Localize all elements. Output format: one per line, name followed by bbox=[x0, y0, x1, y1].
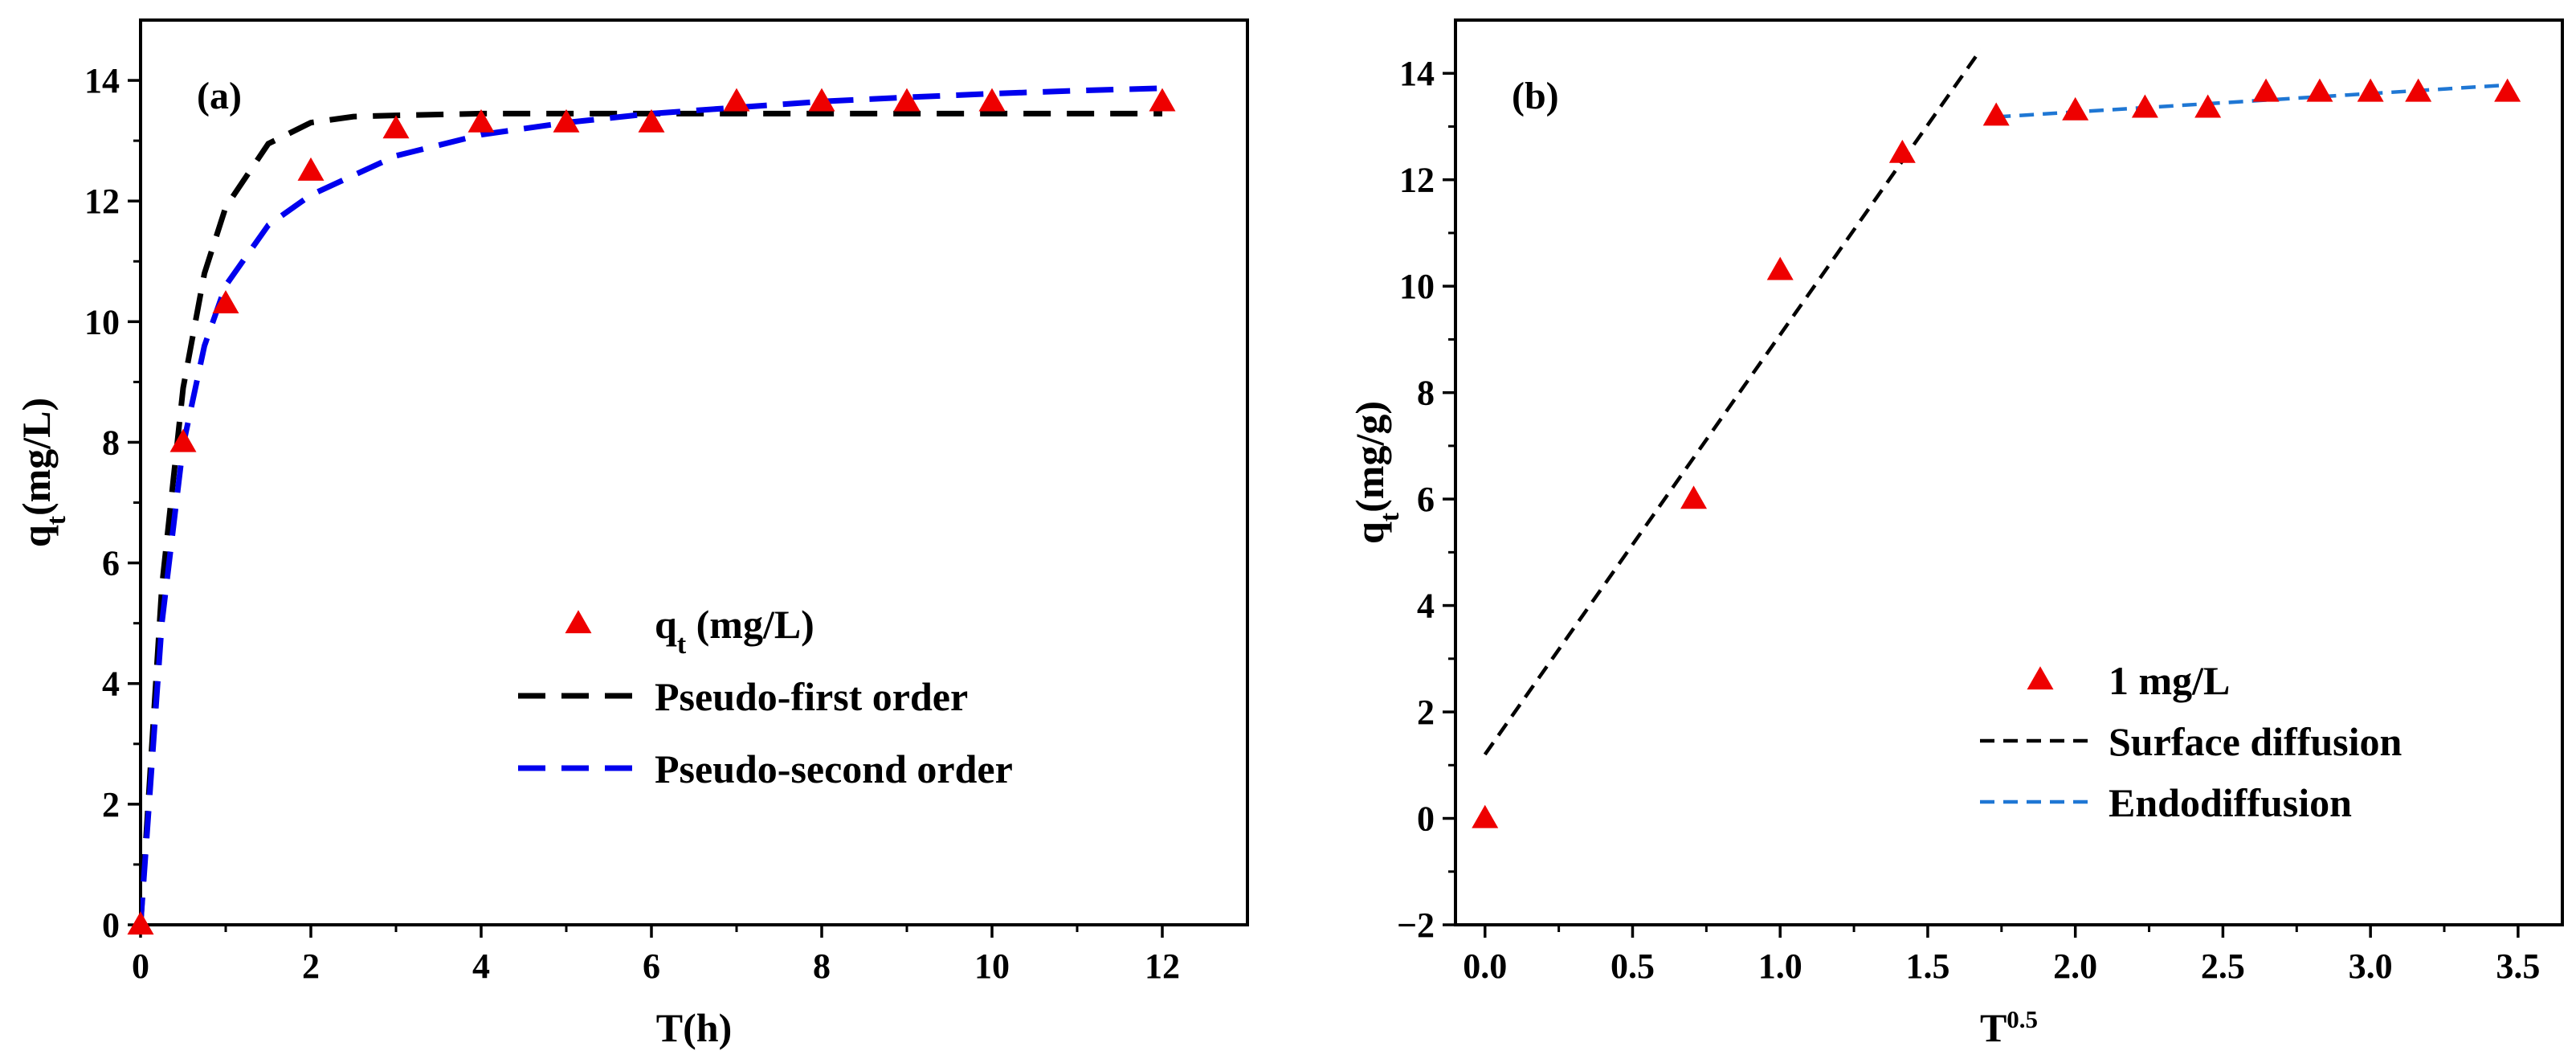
data-point bbox=[1888, 139, 1916, 163]
data-point bbox=[2405, 78, 2432, 102]
y-tick-label: 2 bbox=[1417, 693, 1435, 732]
data-point bbox=[212, 290, 239, 313]
x-tick-label: 3.0 bbox=[2349, 947, 2393, 986]
chart-panel-b: 0.0 0.5 1.0 1.5 2.0 2.5 3.0 3.5 −2 0 2 4 6 8 10 12 14 T0.… bbox=[1347, 18, 2564, 1051]
x-tick-label: 2.0 bbox=[2053, 947, 2097, 986]
x-tick-label: 12 bbox=[1145, 947, 1180, 986]
x-tick-label: 2.5 bbox=[2201, 947, 2245, 986]
data-point bbox=[297, 157, 325, 181]
data-point bbox=[978, 88, 1006, 112]
data-point bbox=[2494, 78, 2521, 102]
series-line-pseudo-first-order bbox=[141, 110, 1162, 925]
plot-frame bbox=[139, 18, 1249, 926]
x-tick-label: 3.5 bbox=[2496, 947, 2540, 986]
x-tick-label: 6 bbox=[643, 947, 660, 986]
legend-label: Pseudo-second order bbox=[655, 746, 1013, 791]
data-point bbox=[553, 108, 580, 133]
data-point bbox=[2357, 78, 2384, 102]
y-axis-label: qt(mg/L) bbox=[14, 398, 71, 547]
y-tick-label: 4 bbox=[1417, 587, 1435, 626]
x-tick-label: 1.0 bbox=[1758, 947, 1802, 986]
data-point bbox=[1982, 102, 2010, 126]
y-tick-label: 8 bbox=[1417, 374, 1435, 413]
x-tick-label: 10 bbox=[974, 947, 1010, 986]
y-tick-label: 0 bbox=[102, 906, 120, 945]
panel-label: (a) bbox=[197, 75, 242, 117]
legend: qt (mg/L) Pseudo-first order Pseudo-second… bbox=[518, 602, 1013, 791]
legend-label: qt (mg/L) bbox=[655, 602, 814, 660]
data-point bbox=[2131, 94, 2158, 118]
panel-label: (b) bbox=[1512, 75, 1559, 117]
data-point bbox=[723, 88, 750, 112]
y-tick-label: 8 bbox=[102, 423, 120, 462]
x-tick-label: 8 bbox=[813, 947, 831, 986]
data-point bbox=[467, 108, 495, 133]
legend: 1 mg/L Surface diffusion Endodiffusion bbox=[1980, 658, 2402, 825]
y-tick-label: 14 bbox=[84, 61, 120, 100]
data-point bbox=[2062, 96, 2089, 121]
data-point bbox=[127, 911, 154, 935]
data-point bbox=[169, 428, 197, 452]
x-tick-label: 4 bbox=[472, 947, 490, 986]
y-tick-label: 6 bbox=[102, 544, 120, 583]
data-point bbox=[1149, 88, 1176, 112]
x-axis-label: T0.5 bbox=[1980, 1005, 2038, 1051]
x-axis-label: T(h) bbox=[656, 1005, 732, 1050]
chart-panel-a: 0 2 4 6 8 10 12 0 2 4 6 8 10 12 14 T(h) qt(mg/L) (a) qt (m… bbox=[14, 18, 1249, 1050]
data-point bbox=[893, 88, 921, 112]
x-tick-label: 1.5 bbox=[1905, 947, 1949, 986]
legend-label: Pseudo-first order bbox=[655, 674, 968, 719]
legend-marker bbox=[2027, 666, 2054, 690]
data-point bbox=[1680, 485, 1708, 509]
legend-marker bbox=[565, 610, 592, 634]
data-point bbox=[2252, 78, 2280, 102]
y-tick-label: 2 bbox=[102, 785, 120, 824]
x-tick-label: 0.0 bbox=[1463, 947, 1507, 986]
y-tick-label: 6 bbox=[1417, 480, 1435, 519]
y-tick-label: 10 bbox=[1399, 267, 1435, 306]
y-tick-label: 10 bbox=[84, 302, 120, 341]
y-tick-label: 4 bbox=[102, 664, 120, 704]
x-tick-label: 0.5 bbox=[1611, 947, 1655, 986]
x-tick-label: 2 bbox=[302, 947, 320, 986]
plot-frame bbox=[1454, 18, 2564, 926]
legend-label: Surface diffusion bbox=[2109, 719, 2402, 764]
data-point bbox=[2306, 78, 2333, 102]
legend-label: 1 mg/L bbox=[2109, 658, 2230, 703]
y-tick-label: 0 bbox=[1417, 799, 1435, 839]
data-point bbox=[1766, 256, 1794, 280]
x-tick-label: 0 bbox=[132, 947, 149, 986]
y-tick-label: −2 bbox=[1397, 906, 1435, 945]
data-point bbox=[2194, 94, 2222, 118]
series-line-pseudo-second-order bbox=[141, 85, 1163, 925]
legend-label: Endodiffusion bbox=[2109, 780, 2352, 825]
y-tick-label: 12 bbox=[1399, 161, 1435, 200]
series-line-surface-diffusion bbox=[1483, 48, 1982, 756]
data-point bbox=[1472, 804, 1499, 828]
y-axis-label: qt(mg/g) bbox=[1347, 401, 1405, 544]
data-point bbox=[382, 115, 410, 139]
data-point bbox=[638, 108, 665, 133]
data-point bbox=[808, 88, 835, 112]
y-tick-label: 12 bbox=[84, 182, 120, 221]
y-tick-label: 14 bbox=[1399, 54, 1435, 93]
